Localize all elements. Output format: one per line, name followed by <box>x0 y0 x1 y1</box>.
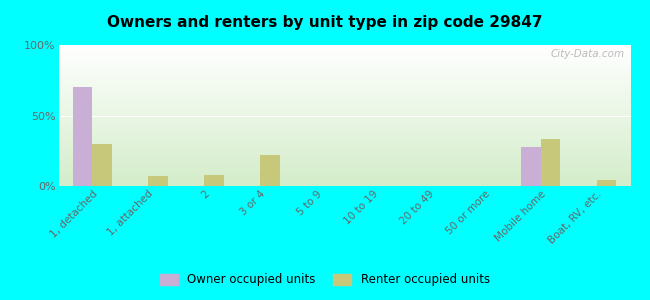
Bar <box>521 146 541 186</box>
Bar <box>541 140 560 186</box>
Text: City-Data.com: City-Data.com <box>551 49 625 59</box>
Bar <box>597 180 616 186</box>
Bar <box>204 175 224 186</box>
Bar <box>92 144 112 186</box>
Bar <box>261 155 280 186</box>
Text: Owners and renters by unit type in zip code 29847: Owners and renters by unit type in zip c… <box>107 15 543 30</box>
Legend: Owner occupied units, Renter occupied units: Owner occupied units, Renter occupied un… <box>155 269 495 291</box>
Bar <box>73 87 92 186</box>
Bar <box>148 176 168 186</box>
